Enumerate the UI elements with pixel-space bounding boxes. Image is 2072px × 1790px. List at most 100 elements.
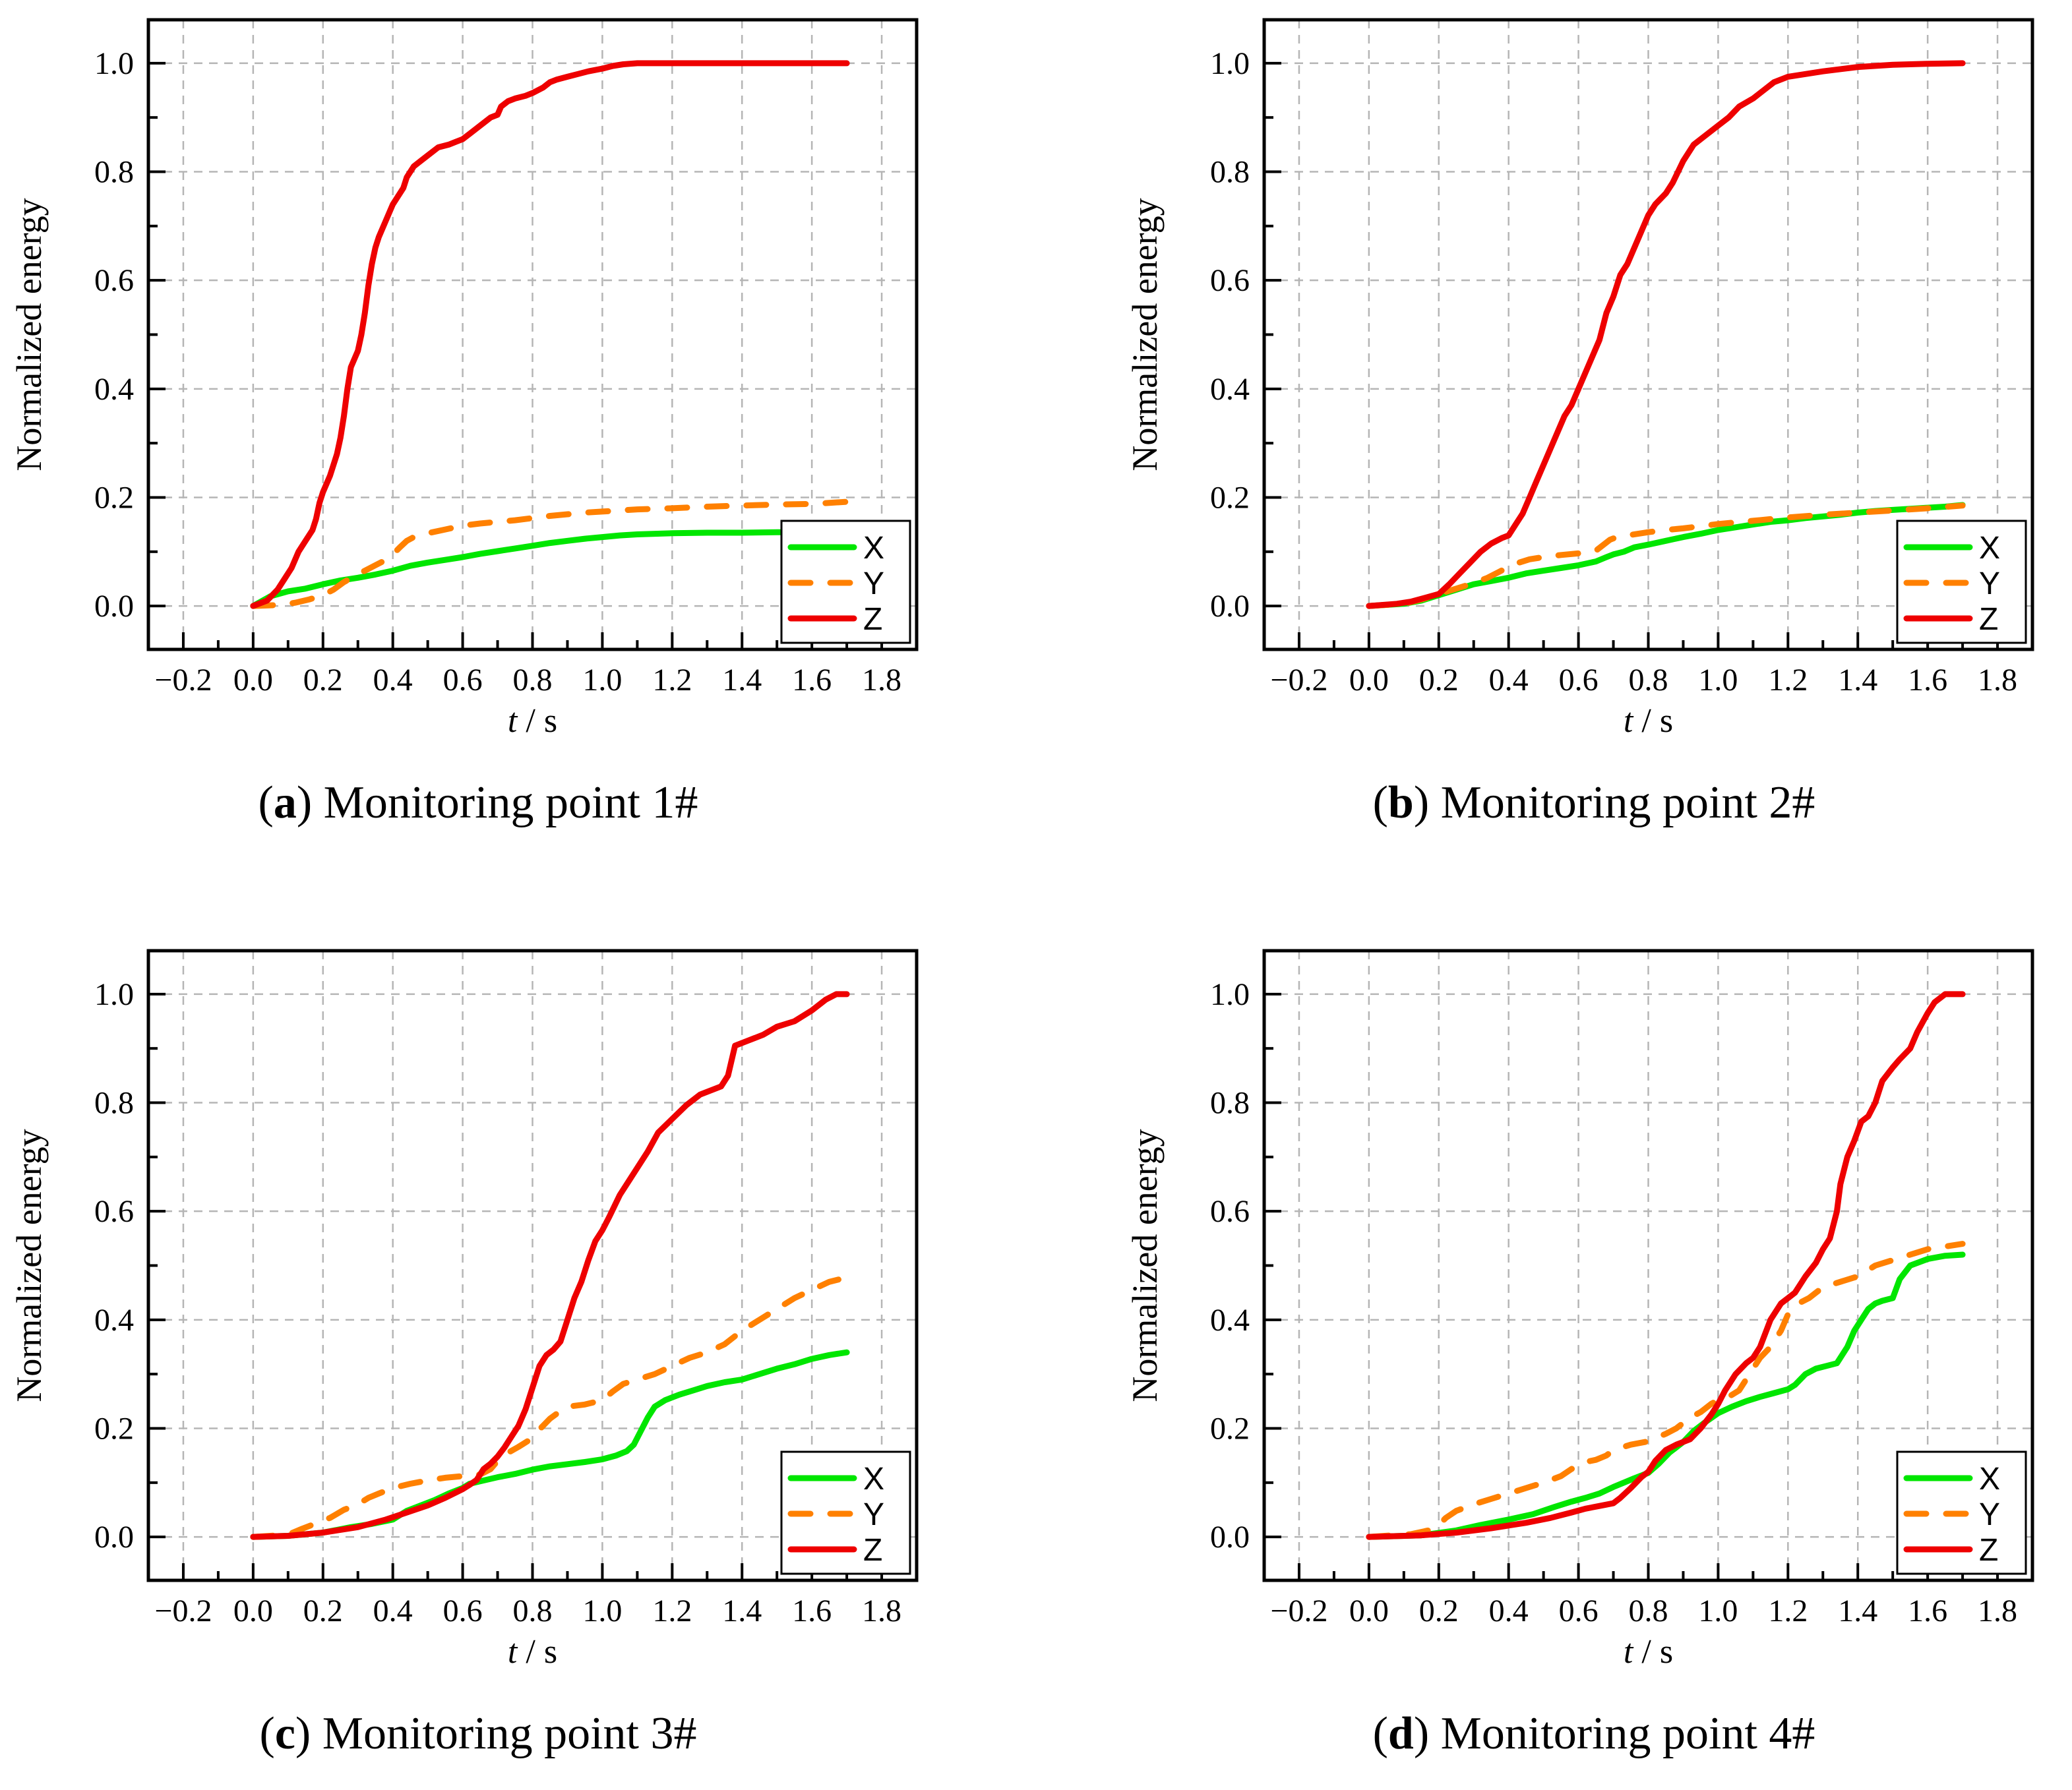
caption-d-close: ) [1413, 1708, 1430, 1759]
y-axis-label: Normalized energy [9, 1129, 49, 1402]
axis-ticks [148, 992, 884, 1580]
x-tick-label: 0.4 [1489, 663, 1529, 698]
x-tick-label: 0.8 [1629, 1594, 1668, 1628]
x-tick-label: −0.2 [1270, 663, 1327, 698]
y-tick-label: 0.4 [94, 372, 134, 407]
x-tick-label: 1.2 [1768, 1594, 1808, 1628]
x-tick-label: 1.0 [582, 663, 622, 698]
legend-label-X: X [863, 531, 884, 566]
caption-b-text: Monitoring point 2# [1429, 777, 1815, 828]
x-tick-label: 1.2 [652, 1594, 692, 1628]
y-tick-label: 0.6 [1210, 263, 1250, 298]
x-tick-label: 0.4 [373, 1594, 413, 1628]
caption-a-open: ( [258, 777, 274, 828]
plot-frame [1262, 949, 2034, 1582]
legend-label-Z: Z [1979, 1533, 1998, 1568]
x-tick-label: 1.8 [862, 663, 901, 698]
x-tick-label: 1.0 [582, 1594, 622, 1628]
x-tick-label: 1.4 [722, 663, 762, 698]
axis-ticks [1264, 992, 1999, 1580]
chart-c-canvas: −0.2 0.0 0.2 0.4 0.6 0.8 1.0 1.2 1.4 1.6 1.8 0.0 0.2… [9, 949, 919, 1671]
series-Y-line [250, 1274, 850, 1540]
legend: XYZ [1896, 1450, 2027, 1575]
caption-a-close: ) [296, 777, 313, 828]
y-tick-label: 0.0 [94, 1520, 134, 1555]
x-tick-label: 0.2 [303, 663, 343, 698]
panel-c: −0.2 0.0 0.2 0.4 0.6 0.8 1.0 1.2 1.4 1.6 1.8 0.0 0.2… [0, 931, 956, 1764]
plot-frame [1262, 18, 2034, 651]
x-tick-label: 1.4 [722, 1594, 762, 1628]
x-tick-label: 1.6 [792, 1594, 832, 1628]
legend: XYZ [780, 1450, 911, 1575]
y-axis-label: Normalized energy [9, 198, 49, 471]
x-tick-label: 1.6 [1908, 1594, 1947, 1628]
x-tick-label: 0.0 [1349, 663, 1389, 698]
y-tick-label: 0.4 [1210, 372, 1250, 407]
series-Z-line [250, 991, 850, 1540]
chart-a-canvas: −0.2 0.0 0.2 0.4 0.6 0.8 1.0 1.2 1.4 1.6 1.8 0.0 0.2… [9, 18, 919, 740]
x-axis-label: t / s [508, 1633, 557, 1671]
x-tick-label: 0.8 [513, 663, 553, 698]
x-tick-label: 0.8 [513, 1594, 553, 1628]
x-tick-label: 0.8 [1629, 663, 1668, 698]
tick-labels: −0.2 0.0 0.2 0.4 0.6 0.8 1.0 1.2 1.4 1.6 1.8 0.0 0.2… [1210, 46, 2017, 698]
panel-a: −0.2 0.0 0.2 0.4 0.6 0.8 1.0 1.2 1.4 1.6 1.8 0.0 0.2… [0, 0, 956, 833]
x-tick-label: 1.2 [1768, 663, 1808, 698]
x-tick-label: 1.4 [1838, 663, 1877, 698]
series-X-line [1366, 1251, 1966, 1540]
y-tick-label: 1.0 [1210, 46, 1250, 81]
x-tick-label: 1.0 [1698, 663, 1738, 698]
x-tick-label: 0.0 [233, 663, 273, 698]
x-tick-label: 1.6 [1908, 663, 1947, 698]
caption-c-open: ( [259, 1708, 275, 1759]
series-Y-line [1366, 1241, 1966, 1540]
y-tick-label: 0.8 [1210, 1086, 1250, 1121]
legend-label-Y: Y [863, 1497, 884, 1532]
x-tick-label: 1.4 [1838, 1594, 1877, 1628]
x-tick-label: 0.2 [1419, 663, 1459, 698]
y-tick-label: 0.2 [1210, 480, 1250, 515]
legend-label-Y: Y [863, 566, 884, 601]
y-tick-label: 0.2 [94, 480, 134, 515]
y-axis-label: Normalized energy [1125, 198, 1165, 471]
x-tick-label: 0.6 [1559, 1594, 1599, 1628]
caption-d-text: Monitoring point 4# [1429, 1708, 1815, 1759]
caption-b-open: ( [1372, 777, 1388, 828]
series-Z-line [1366, 60, 1966, 609]
y-axis-label: Normalized energy [1125, 1129, 1165, 1402]
x-axis-label: t / s [1624, 702, 1673, 740]
legend-label-Z: Z [863, 1533, 882, 1568]
x-axis-label: t / s [1624, 1633, 1673, 1671]
caption-c-close: ) [295, 1708, 311, 1759]
y-tick-label: 0.4 [94, 1303, 134, 1338]
y-tick-label: 0.4 [1210, 1303, 1250, 1338]
x-tick-label: −0.2 [1270, 1594, 1327, 1628]
x-tick-label: 1.8 [1978, 1594, 2017, 1628]
y-tick-label: 0.6 [94, 1194, 134, 1229]
y-tick-label: 0.6 [94, 263, 134, 298]
series-X-line [250, 529, 850, 609]
tick-labels: −0.2 0.0 0.2 0.4 0.6 0.8 1.0 1.2 1.4 1.6 1.8 0.0 0.2… [1210, 977, 2017, 1628]
legend-label-X: X [863, 1462, 884, 1497]
x-tick-label: 1.8 [862, 1594, 901, 1628]
chart-d-canvas: −0.2 0.0 0.2 0.4 0.6 0.8 1.0 1.2 1.4 1.6 1.8 0.0 0.2… [1125, 949, 2034, 1671]
x-tick-label: 0.0 [233, 1594, 273, 1628]
legend-label-X: X [1979, 531, 2000, 566]
caption-b-close: ) [1413, 777, 1430, 828]
x-tick-label: 1.2 [652, 663, 692, 698]
x-tick-label: 0.4 [373, 663, 413, 698]
tick-labels: −0.2 0.0 0.2 0.4 0.6 0.8 1.0 1.2 1.4 1.6 1.8 0.0 0.2… [94, 977, 901, 1628]
axis-ticks [1264, 61, 1999, 649]
chart-b-canvas: −0.2 0.0 0.2 0.4 0.6 0.8 1.0 1.2 1.4 1.6 1.8 0.0 0.2… [1125, 18, 2034, 740]
legend-label-X: X [1979, 1462, 2000, 1497]
legend: XYZ [780, 520, 911, 644]
y-tick-label: 1.0 [1210, 977, 1250, 1012]
caption-a-text: Monitoring point 1# [312, 777, 698, 828]
legend-label-Z: Z [863, 602, 882, 637]
plot-frame [146, 18, 919, 651]
legend-label-Z: Z [1979, 602, 1998, 637]
panel-b: −0.2 0.0 0.2 0.4 0.6 0.8 1.0 1.2 1.4 1.6 1.8 0.0 0.2… [1116, 0, 2072, 833]
y-tick-label: 0.0 [1210, 1520, 1250, 1555]
series-X-line [1366, 502, 1966, 609]
